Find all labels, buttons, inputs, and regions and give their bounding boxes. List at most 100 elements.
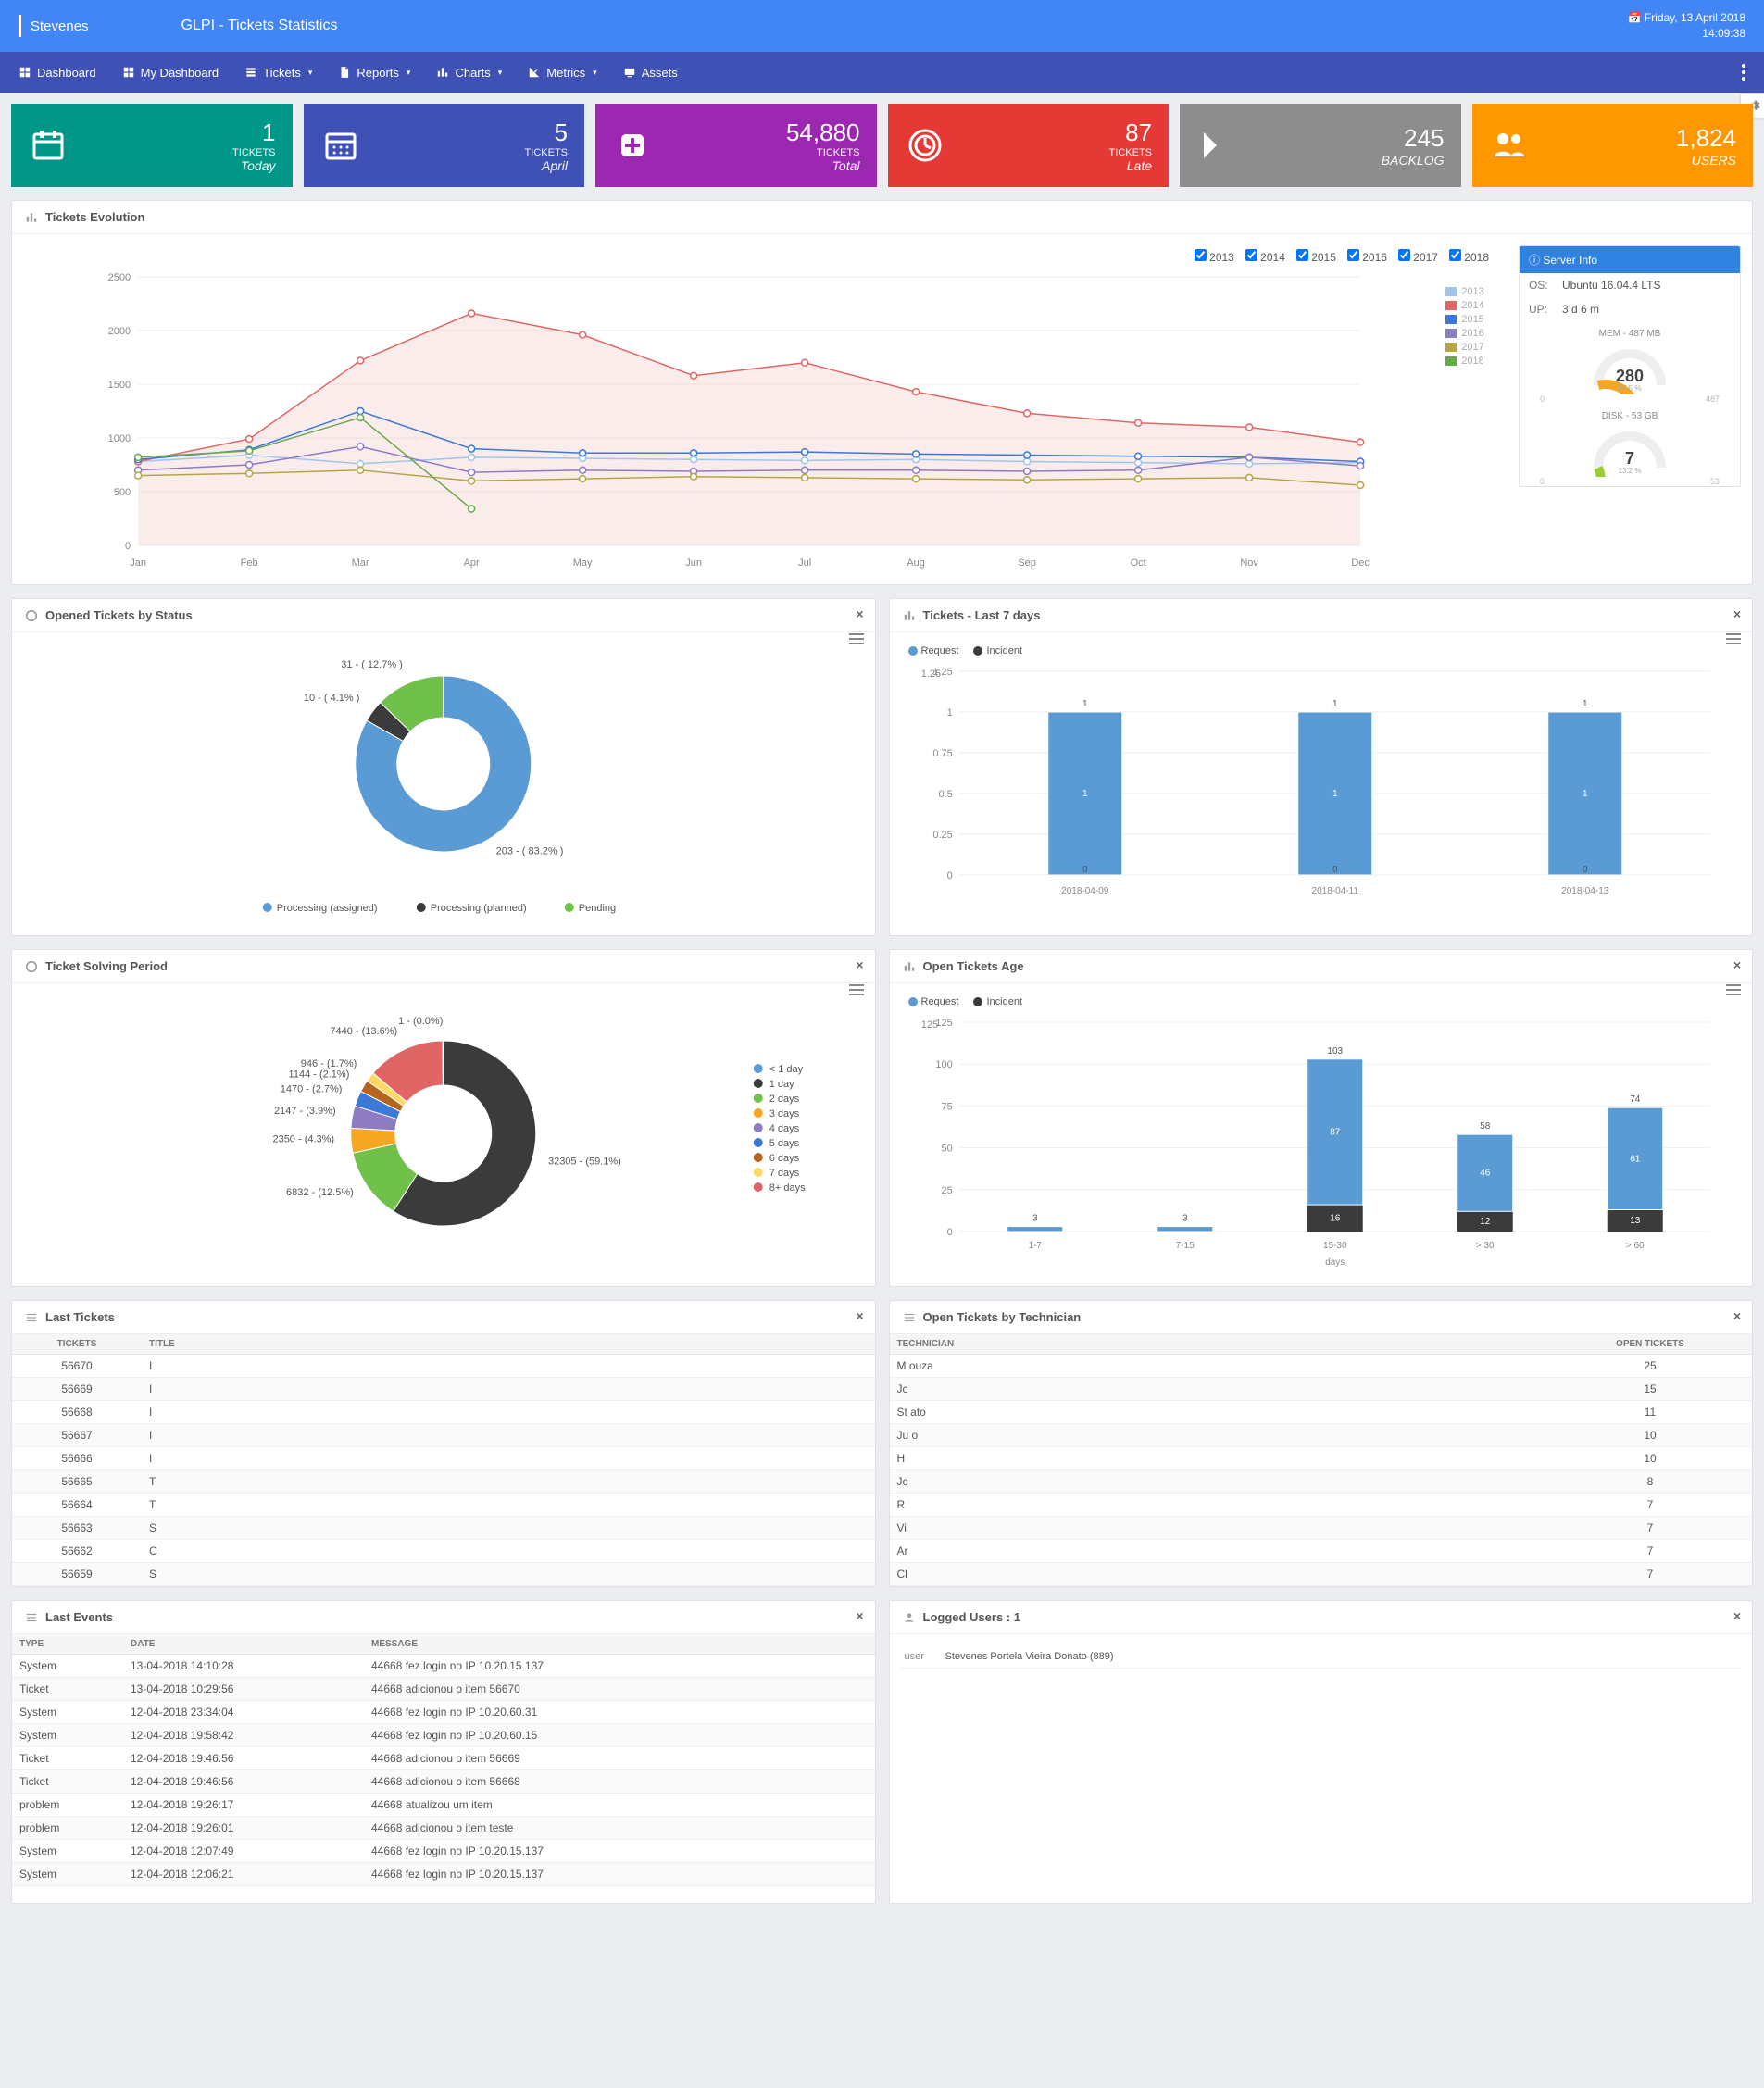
summary-card-0[interactable]: 1TICKETSToday bbox=[11, 104, 293, 187]
svg-text:203 - ( 83.2% ): 203 - ( 83.2% ) bbox=[496, 846, 564, 857]
year-checkbox-2018[interactable]: 2018 bbox=[1449, 251, 1489, 264]
close-icon[interactable]: × bbox=[856, 1308, 863, 1323]
svg-text:2018-04-09: 2018-04-09 bbox=[1061, 886, 1109, 896]
table-row[interactable]: Cl7 bbox=[890, 1563, 1753, 1586]
open-tickets-age-panel: × Open Tickets Age RequestIncident 12502… bbox=[889, 949, 1754, 1287]
table-row[interactable]: 56662C bbox=[12, 1540, 875, 1563]
close-icon[interactable]: × bbox=[856, 1608, 863, 1623]
table-row[interactable]: 56663S bbox=[12, 1517, 875, 1540]
legend-item[interactable]: 2013 bbox=[1445, 286, 1508, 297]
nav-dashboard[interactable]: Dashboard bbox=[19, 66, 96, 80]
close-icon[interactable]: × bbox=[1733, 1608, 1741, 1623]
close-icon[interactable]: × bbox=[1733, 1308, 1741, 1323]
svg-text:1: 1 bbox=[1582, 789, 1587, 799]
bar-chart-icon bbox=[25, 211, 38, 224]
summary-card-1[interactable]: 5TICKETSApril bbox=[304, 104, 585, 187]
nav-charts[interactable]: Charts▾ bbox=[436, 66, 502, 80]
table-row[interactable]: System12-04-2018 12:06:2144668 fez login… bbox=[12, 1863, 875, 1886]
table-row[interactable]: St ato11 bbox=[890, 1401, 1753, 1424]
year-checkbox-2015[interactable]: 2015 bbox=[1296, 251, 1336, 264]
table-row[interactable]: System12-04-2018 23:34:0444668 fez login… bbox=[12, 1701, 875, 1724]
close-icon[interactable]: × bbox=[1733, 957, 1741, 972]
svg-text:61: 61 bbox=[1630, 1154, 1641, 1164]
svg-text:1: 1 bbox=[946, 707, 952, 719]
chart-menu-button[interactable] bbox=[849, 631, 864, 647]
legend-item[interactable]: 2014 bbox=[1445, 300, 1508, 311]
year-checkbox-2017[interactable]: 2017 bbox=[1398, 251, 1438, 264]
table-row[interactable]: 56669I bbox=[12, 1378, 875, 1401]
svg-text:Apr: Apr bbox=[464, 557, 480, 569]
table-row[interactable]: 56664T bbox=[12, 1494, 875, 1517]
card-icon bbox=[1196, 125, 1237, 166]
nav-icon bbox=[436, 66, 449, 79]
svg-text:32305 - (59.1%): 32305 - (59.1%) bbox=[548, 1156, 621, 1167]
table-row[interactable]: Ju o10 bbox=[890, 1424, 1753, 1447]
legend-item[interactable]: 2018 bbox=[1445, 356, 1508, 367]
table-row[interactable]: 56665T bbox=[12, 1470, 875, 1494]
close-icon[interactable]: × bbox=[1733, 606, 1741, 621]
server-info-panel: ⓘ Server Info OS:Ubuntu 16.04.4 LTS UP:3… bbox=[1519, 245, 1741, 487]
table-row[interactable]: 56659S bbox=[12, 1563, 875, 1586]
more-menu-button[interactable] bbox=[1742, 64, 1745, 81]
table-row[interactable]: System12-04-2018 19:58:4244668 fez login… bbox=[12, 1724, 875, 1747]
close-icon[interactable]: × bbox=[856, 606, 863, 621]
table-row[interactable]: Jc8 bbox=[890, 1470, 1753, 1494]
summary-card-5[interactable]: 1,824USERS bbox=[1472, 104, 1754, 187]
os-label: OS: bbox=[1529, 279, 1562, 292]
nav-assets[interactable]: Assets bbox=[623, 66, 678, 80]
table-row[interactable]: problem12-04-2018 19:26:0144668 adiciono… bbox=[12, 1817, 875, 1840]
table-row[interactable]: H10 bbox=[890, 1447, 1753, 1470]
svg-text:Processing (planned): Processing (planned) bbox=[431, 903, 527, 914]
svg-text:8+ days: 8+ days bbox=[769, 1182, 806, 1194]
svg-text:46: 46 bbox=[1480, 1169, 1491, 1179]
nav-metrics[interactable]: Metrics▾ bbox=[528, 66, 596, 80]
nav-tickets[interactable]: Tickets▾ bbox=[244, 66, 312, 80]
brand-name[interactable]: Stevenes bbox=[31, 19, 89, 34]
summary-card-2[interactable]: 54,880TICKETSTotal bbox=[595, 104, 877, 187]
svg-text:2018-04-13: 2018-04-13 bbox=[1561, 886, 1609, 896]
year-checkbox-2014[interactable]: 2014 bbox=[1245, 251, 1285, 264]
table-row[interactable]: M ouza25 bbox=[890, 1355, 1753, 1378]
chart-menu-button[interactable] bbox=[1726, 631, 1741, 647]
table-row[interactable]: 56668I bbox=[12, 1401, 875, 1424]
table-row[interactable]: 56666I bbox=[12, 1447, 875, 1470]
summary-card-4[interactable]: 245BACKLOG bbox=[1180, 104, 1461, 187]
panel-title: Tickets Evolution bbox=[45, 210, 144, 224]
panel-title: Open Tickets Age bbox=[923, 959, 1024, 973]
table-row[interactable]: Ticket12-04-2018 19:46:5644668 adicionou… bbox=[12, 1747, 875, 1770]
svg-text:May: May bbox=[573, 557, 593, 569]
nav-icon bbox=[244, 66, 257, 79]
legend-item[interactable]: 2017 bbox=[1445, 342, 1508, 353]
year-checkbox-2016[interactable]: 2016 bbox=[1347, 251, 1387, 264]
table-row[interactable]: 56667I bbox=[12, 1424, 875, 1447]
nav-reports[interactable]: Reports▾ bbox=[338, 66, 410, 80]
table-row[interactable]: Ticket12-04-2018 19:46:5644668 adicionou… bbox=[12, 1770, 875, 1794]
table-row[interactable]: Ar7 bbox=[890, 1540, 1753, 1563]
legend-item[interactable]: 2015 bbox=[1445, 314, 1508, 325]
close-icon[interactable]: × bbox=[856, 957, 863, 972]
svg-text:Jun: Jun bbox=[685, 557, 702, 569]
logged-user-name[interactable]: Stevenes Portela Vieira Donato (889) bbox=[945, 1651, 1114, 1662]
svg-text:1470 - (2.7%): 1470 - (2.7%) bbox=[281, 1084, 343, 1095]
summary-card-3[interactable]: 87TICKETSLate bbox=[888, 104, 1170, 187]
svg-text:13: 13 bbox=[1630, 1216, 1641, 1226]
chart-menu-button[interactable] bbox=[849, 981, 864, 998]
table-row[interactable]: Vi7 bbox=[890, 1517, 1753, 1540]
svg-text:0: 0 bbox=[125, 541, 131, 552]
legend-item[interactable]: 2016 bbox=[1445, 328, 1508, 339]
svg-text:3 days: 3 days bbox=[769, 1108, 800, 1119]
table-row[interactable]: System13-04-2018 14:10:2844668 fez login… bbox=[12, 1655, 875, 1678]
card-value: 87 bbox=[1109, 119, 1152, 147]
table-row[interactable]: problem12-04-2018 19:26:1744668 atualizo… bbox=[12, 1794, 875, 1817]
card-value: 1 bbox=[232, 119, 275, 147]
nav-my-dashboard[interactable]: My Dashboard bbox=[122, 66, 219, 80]
table-row[interactable]: Jc15 bbox=[890, 1378, 1753, 1401]
svg-text:7440 - (13.6%): 7440 - (13.6%) bbox=[330, 1026, 397, 1037]
table-row[interactable]: 56670I bbox=[12, 1355, 875, 1378]
year-checkbox-2013[interactable]: 2013 bbox=[1195, 251, 1234, 264]
chart-menu-button[interactable] bbox=[1726, 981, 1741, 998]
table-row[interactable]: System12-04-2018 12:07:4944668 fez login… bbox=[12, 1840, 875, 1863]
table-row[interactable]: Ticket13-04-2018 10:29:5644668 adicionou… bbox=[12, 1678, 875, 1701]
table-row[interactable]: R7 bbox=[890, 1494, 1753, 1517]
svg-text:6832 - (12.5%): 6832 - (12.5%) bbox=[286, 1187, 354, 1198]
